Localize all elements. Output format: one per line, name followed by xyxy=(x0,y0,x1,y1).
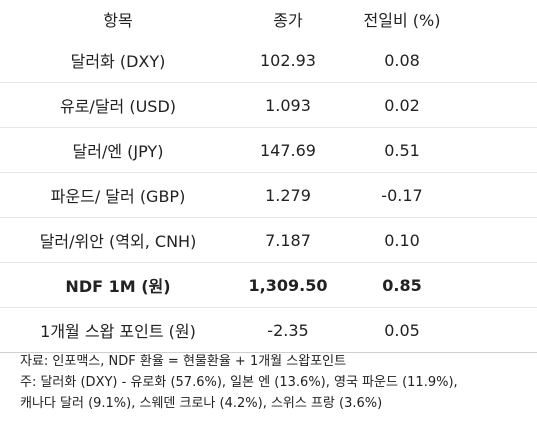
table-row: 달러/엔 (JPY) 147.69 0.51 xyxy=(0,128,537,173)
row-close-value: 147.69 xyxy=(260,140,316,160)
row-close-value: 7.187 xyxy=(265,230,311,250)
row-item-label: 달러화 (DXY) xyxy=(70,52,166,71)
row-change-value: 0.05 xyxy=(384,320,420,340)
fx-table: 항목 종가 전일비 (%) 달러화 (DXY) 102.93 0.08 유로/달… xyxy=(0,0,537,353)
table-row: 파운드/ 달러 (GBP) 1.279 -0.17 xyxy=(0,173,537,218)
header-close: 종가 xyxy=(273,11,303,30)
table-row-highlight: NDF 1M (원) 1,309.50 0.85 xyxy=(0,263,537,308)
row-change-value: 0.10 xyxy=(384,230,420,250)
table-row: 달러/위안 (역외, CNH) 7.187 0.10 xyxy=(0,218,537,263)
table-notes: 자료: 인포맥스, NDF 환율 = 현물환율 + 1개월 스왑포인트 주: 달… xyxy=(20,351,535,414)
header-change: 전일비 (%) xyxy=(363,11,441,30)
footnote-line-1: 주: 달러화 (DXY) - 유로화 (57.6%), 일본 엔 (13.6%)… xyxy=(20,375,458,390)
table-row: 1개월 스왑 포인트 (원) -2.35 0.05 xyxy=(0,308,537,353)
row-close-value: 1.279 xyxy=(265,185,311,205)
source-note: 자료: 인포맥스, NDF 환율 = 현물환율 + 1개월 스왑포인트 xyxy=(20,354,347,369)
row-change-value: 0.02 xyxy=(384,95,420,115)
row-item-label: NDF 1M (원) xyxy=(65,277,171,296)
row-item-label: 달러/위안 (역외, CNH) xyxy=(39,232,197,251)
row-change-value: 0.08 xyxy=(384,50,420,70)
row-item-label: 파운드/ 달러 (GBP) xyxy=(50,187,186,206)
table-row: 유로/달러 (USD) 1.093 0.02 xyxy=(0,83,537,128)
row-close-value: 1,309.50 xyxy=(248,275,328,295)
row-item-label: 유로/달러 (USD) xyxy=(59,97,177,116)
row-close-value: 1.093 xyxy=(265,95,311,115)
table-row: 달러화 (DXY) 102.93 0.08 xyxy=(0,38,537,83)
row-change-value: 0.51 xyxy=(384,140,420,160)
header-item: 항목 xyxy=(103,11,133,30)
table-header-row: 항목 종가 전일비 (%) xyxy=(0,0,537,38)
row-change-value: 0.85 xyxy=(382,275,422,295)
row-close-value: 102.93 xyxy=(260,50,316,70)
row-item-label: 1개월 스왑 포인트 (원) xyxy=(40,322,196,341)
row-change-value: -0.17 xyxy=(381,185,423,205)
row-item-label: 달러/엔 (JPY) xyxy=(72,142,164,161)
row-close-value: -2.35 xyxy=(267,320,309,340)
footnote-line-2: 캐나다 달러 (9.1%), 스웨덴 크로나 (4.2%), 스위스 프랑 (3… xyxy=(20,396,383,411)
